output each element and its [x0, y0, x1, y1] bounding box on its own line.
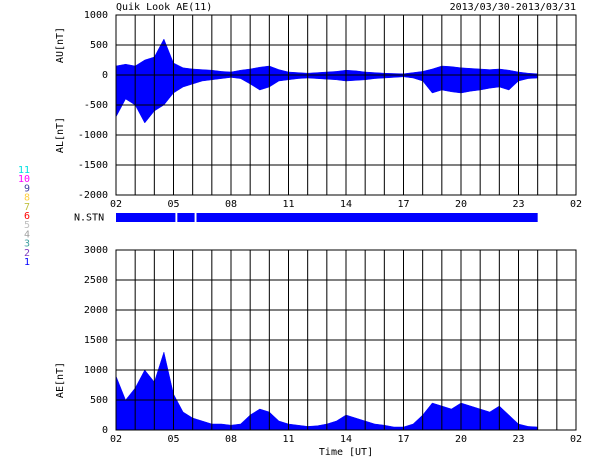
- area-ae: [115, 351, 538, 431]
- area-au: [115, 38, 538, 76]
- x-tick-label: 05: [167, 434, 179, 445]
- x-tick-label: 08: [225, 199, 237, 210]
- station-level: 5: [24, 220, 30, 231]
- y-axis-label: AL[nT]: [55, 117, 66, 153]
- x-tick-label: 11: [282, 434, 294, 445]
- x-tick-label: 11: [282, 199, 294, 210]
- y-tick-label: 2500: [84, 275, 108, 286]
- x-tick-label: 05: [167, 199, 179, 210]
- station-level: 1: [24, 257, 30, 268]
- chart-title: Quik Look AE(11): [116, 2, 212, 13]
- y-tick-label: 1000: [84, 365, 108, 376]
- x-tick-label: 08: [225, 434, 237, 445]
- plot-frame: [115, 14, 577, 196]
- station-level: 3: [24, 239, 30, 250]
- plot-frame: [115, 249, 577, 431]
- x-tick-label: 14: [340, 434, 352, 445]
- y-tick-label: 500: [90, 395, 108, 406]
- station-level: 9: [24, 183, 30, 194]
- y-tick-label: -1000: [78, 130, 108, 141]
- y-axis-label: AE[nT]: [55, 362, 66, 398]
- x-tick-label: 02: [570, 199, 582, 210]
- station-level: 8: [24, 193, 30, 204]
- x-tick-label: 17: [397, 434, 409, 445]
- station-level: 4: [24, 229, 30, 240]
- x-tick-label: 02: [110, 199, 122, 210]
- station-level: 10: [18, 174, 30, 185]
- area-al: [115, 74, 538, 124]
- station-level: 2: [24, 248, 30, 259]
- station-level: 6: [24, 211, 30, 222]
- y-tick-label: 2000: [84, 305, 108, 316]
- x-tick-label: 20: [455, 199, 467, 210]
- y-tick-label: -1500: [78, 160, 108, 171]
- y-tick-label: 500: [90, 40, 108, 51]
- y-tick-label: 0: [102, 70, 108, 81]
- station-level: 7: [24, 202, 30, 213]
- x-tick-label: 23: [512, 199, 524, 210]
- x-tick-label: 20: [455, 434, 467, 445]
- station-segment: [196, 213, 538, 222]
- station-segment: [177, 213, 195, 222]
- x-tick-label: 14: [340, 199, 352, 210]
- x-tick-label: 02: [110, 434, 122, 445]
- y-axis-label: AU[nT]: [55, 27, 66, 63]
- y-tick-label: 3000: [84, 245, 108, 256]
- station-segment: [116, 213, 176, 222]
- y-tick-label: 1500: [84, 335, 108, 346]
- x-tick-label: 02: [570, 434, 582, 445]
- station-label: N.STN: [74, 213, 104, 224]
- y-tick-label: -500: [84, 100, 108, 111]
- x-axis-label: Time [UT]: [319, 447, 373, 458]
- x-tick-label: 23: [512, 434, 524, 445]
- y-tick-label: 0: [102, 425, 108, 436]
- y-tick-label: 1000: [84, 10, 108, 21]
- x-tick-label: 17: [397, 199, 409, 210]
- y-tick-label: -2000: [78, 190, 108, 201]
- station-level: 11: [18, 165, 30, 176]
- date-range: 2013/03/30-2013/03/31: [450, 2, 576, 13]
